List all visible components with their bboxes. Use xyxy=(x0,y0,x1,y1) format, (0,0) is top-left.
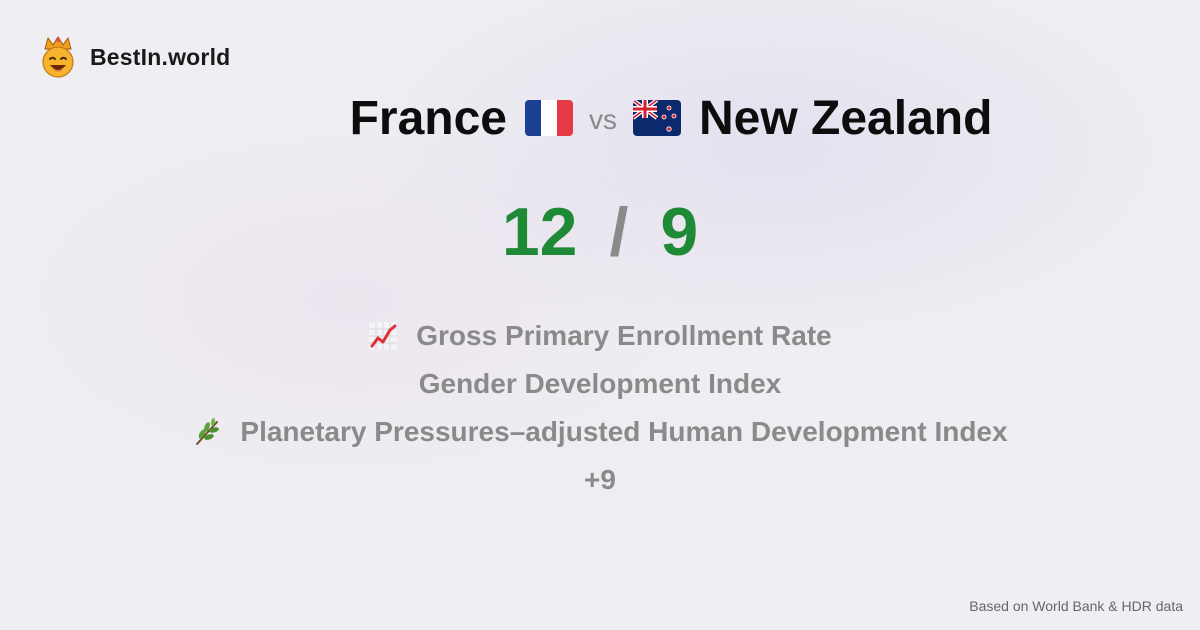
metric-item: Gender Development Index xyxy=(0,360,1200,408)
new-zealand-flag-icon xyxy=(632,100,681,136)
brand[interactable]: BestIn.world xyxy=(38,36,230,78)
score-b: 9 xyxy=(660,194,699,270)
data-source-note: Based on World Bank & HDR data xyxy=(969,598,1183,614)
score-separator: / xyxy=(609,194,629,270)
metric-item: Gross Primary Enrollment Rate xyxy=(0,312,1200,360)
metric-label: +9 xyxy=(584,464,616,495)
country-b-name[interactable]: New Zealand xyxy=(698,91,993,145)
herb-icon xyxy=(196,418,220,445)
country-a-name[interactable]: France xyxy=(349,91,507,145)
metric-label: Gross Primary Enrollment Rate xyxy=(416,320,832,351)
brand-name: BestIn.world xyxy=(90,43,231,70)
metric-item: Planetary Pressures–adjusted Human Devel… xyxy=(0,408,1200,456)
comparison-title: France vs New Zealand xyxy=(0,86,1200,150)
metric-list: Gross Primary Enrollment Rate Gender Dev… xyxy=(0,312,1200,504)
vs-label: vs xyxy=(588,104,617,135)
crown-smiley-icon xyxy=(42,36,74,78)
score-a: 12 xyxy=(501,194,578,270)
chart-increasing-icon xyxy=(369,322,398,350)
score: 12 / 9 xyxy=(0,192,1200,272)
metric-label: Gender Development Index xyxy=(418,368,782,399)
metric-label: Planetary Pressures–adjusted Human Devel… xyxy=(240,416,1008,447)
more-metrics-count[interactable]: +9 xyxy=(0,456,1200,504)
france-flag-icon xyxy=(524,100,573,136)
